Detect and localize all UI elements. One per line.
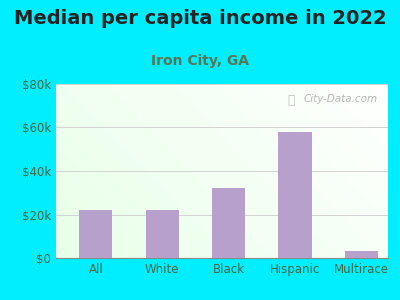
Text: Iron City, GA: Iron City, GA: [151, 54, 249, 68]
Text: ⓘ: ⓘ: [288, 94, 295, 107]
Bar: [79, 210, 112, 258]
Text: Median per capita income in 2022: Median per capita income in 2022: [14, 9, 386, 28]
Bar: [212, 188, 245, 258]
Bar: [146, 210, 179, 258]
Bar: [345, 251, 378, 258]
Bar: [278, 132, 312, 258]
Text: City-Data.com: City-Data.com: [304, 94, 378, 104]
